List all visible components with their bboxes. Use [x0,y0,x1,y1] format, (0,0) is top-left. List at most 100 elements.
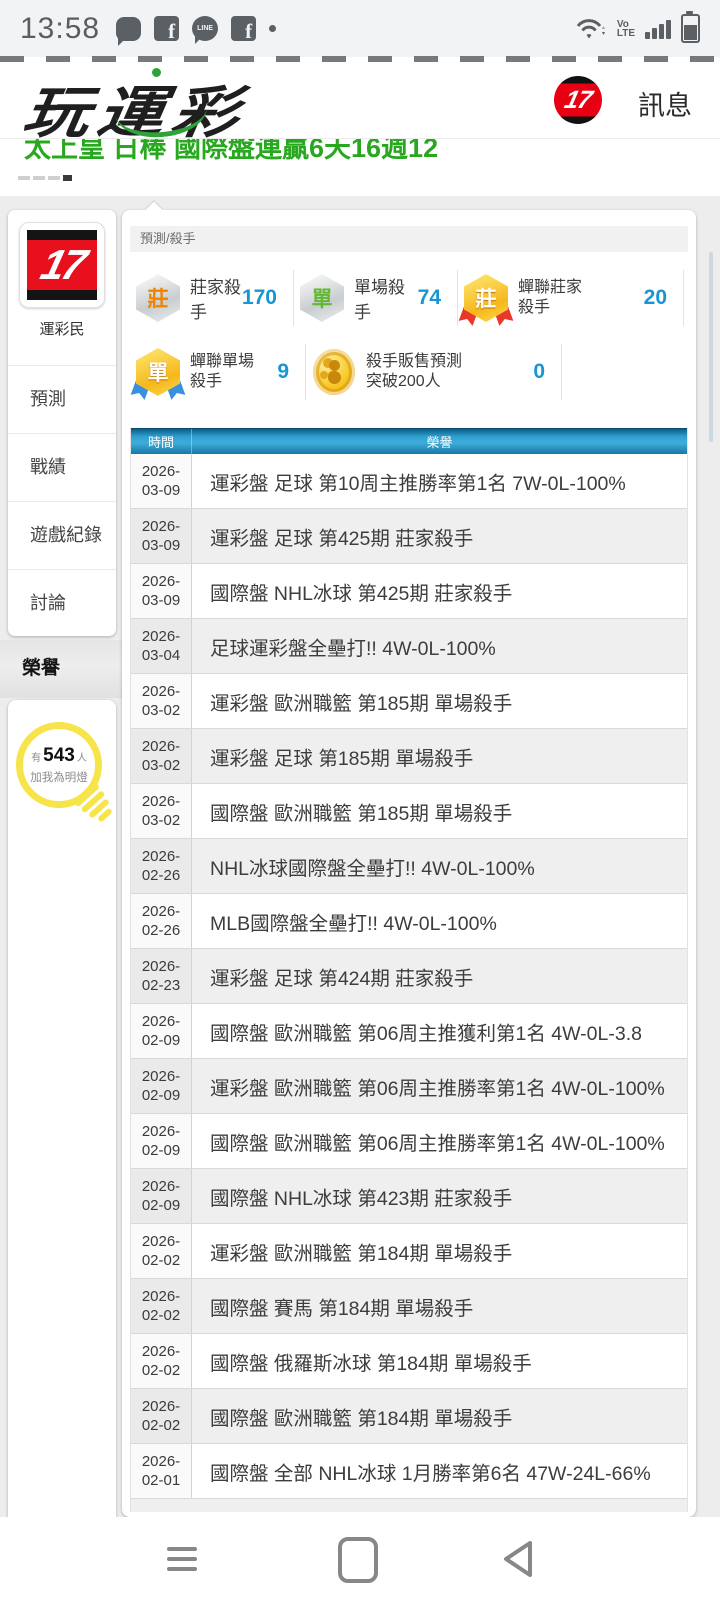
avatar-17-logo-icon: 17 [27,230,97,300]
table-row[interactable]: 2026- 02-09 國際盤 歐洲職籃 第06周主推獲利第1名 4W-0L-3.… [131,1004,687,1059]
row-date: 2026- 02-01 [131,1444,192,1498]
coin-person-front-icon [329,360,340,371]
notification-icons [116,16,277,46]
honor-badge[interactable]: 莊 蟬聯莊家 殺手 20 [458,270,684,326]
table-row[interactable]: 2026- 02-09 運彩盤 歐洲職籃 第06周主推勝率第1名 4W-0L-10… [131,1059,687,1114]
avatar[interactable]: 17 [19,222,105,308]
row-date: 2026- 03-02 [131,784,192,838]
badge-medal-icon: 莊 [462,272,510,324]
table-row[interactable]: 2026- 02-02 國際盤 俄羅斯冰球 第184期 單場殺手 [131,1334,687,1389]
messages-link[interactable]: 訊息 [638,91,692,121]
table-row[interactable]: 2026- 03-04 足球運彩盤全壘打!! 4W-0L-100% [131,619,687,674]
column-header-honor: 榮譽 [426,435,453,450]
table-row[interactable]: 2026- 02-09 國際盤 歐洲職籃 第06周主推勝率第1名 4W-0L-10… [131,1114,687,1169]
honor-table: 時間 榮譽 2026- 03-09 運彩盤 足球 第10周主推勝率第1名 7W-0… [130,428,688,1512]
row-date: 2026- 03-09 [131,454,192,508]
table-row[interactable]: 2026- 02-02 國際盤 歐洲職籃 第184期 單場殺手 [131,1389,687,1444]
table-row[interactable]: 2026- 02-01 國際盤 全部 NHL冰球 1月勝率第6名 47W-24L-… [131,1444,687,1499]
row-date: 2026- 03-09 [131,509,192,563]
facebook-icon [231,16,257,41]
table-row[interactable]: 2026- 03-09 運彩盤 足球 第425期 莊家殺手 [131,509,687,564]
table-row[interactable]: 2026- 02-02 國際盤 賽馬 第184期 單場殺手 [131,1279,687,1334]
carousel-indicators [18,175,72,181]
clipped-marquee-band [0,56,720,62]
headline-link[interactable]: 太上皇 日棒 國際盤連贏6天16週12 [24,138,439,163]
row-honor-text: 運彩盤 歐洲職籃 第184期 單場殺手 [210,1242,513,1265]
clock: 13:58 [20,11,101,45]
sidebar-item[interactable]: 遊戲紀錄 [8,501,116,569]
sidebar-item[interactable]: 預測 [8,365,116,433]
site-logo[interactable]: 玩運彩 [19,81,251,144]
line-icon [192,16,219,44]
row-date: 2026- 03-02 [131,729,192,783]
beacon-card: 有 543 人 加我為明燈 [8,700,116,1517]
wifi-icon [576,18,605,38]
honor-badge[interactable]: 單 蟬聯單場 殺手 9 [130,344,306,400]
row-honor-text: 國際盤 俄羅斯冰球 第184期 單場殺手 [210,1352,532,1375]
row-honor-text: 國際盤 NHL冰球 第423期 莊家殺手 [210,1187,513,1210]
table-row[interactable]: 2026- 03-02 運彩盤 歐洲職籃 第185期 單場殺手 [131,674,687,729]
honor-badge[interactable]: 單 單場殺手 74 [294,270,458,326]
recent-apps-icon[interactable] [167,1547,197,1577]
row-date: 2026- 02-02 [131,1279,192,1333]
row-date: 2026- 02-09 [131,1169,192,1223]
panel-notch [145,201,163,219]
badge-count: 0 [533,360,545,383]
beacon-suffix: 人 [76,753,87,764]
table-row[interactable]: 2026- 03-09 國際盤 NHL冰球 第425期 莊家殺手 [131,564,687,619]
table-row[interactable]: 2026- 02-02 運彩盤 歐洲職籃 第184期 單場殺手 [131,1224,687,1279]
sidebar-item[interactable]: 戰績 [8,433,116,501]
carousel-dot-active [63,175,72,181]
table-row[interactable]: 2026- 02-26 NHL冰球國際盤全壘打!! 4W-0L-100% [131,839,687,894]
row-honor-text: 運彩盤 歐洲職籃 第185期 單場殺手 [210,692,513,715]
row-honor-text: 運彩盤 足球 第185期 單場殺手 [210,747,474,770]
badge-label: 單場殺手 [354,278,405,322]
row-honor-text: 國際盤 全部 NHL冰球 1月勝率第6名 47W-24L-66% [210,1462,651,1485]
table-row[interactable]: 2026- 02-26 MLB國際盤全壘打!! 4W-0L-100% [131,894,687,949]
signal-strength-icon [645,19,671,39]
badge-count: 74 [417,286,441,309]
row-date: 2026- 03-09 [131,564,192,618]
honor-badge[interactable]: 殺手販售預測 突破200人 0 [306,344,562,400]
row-date: 2026- 02-02 [131,1334,192,1388]
home-icon[interactable] [338,1537,378,1583]
coin-person-back-icon [323,358,333,368]
badge-row-1: 莊 莊家殺手 170 單 單場殺手 74 莊 蟬聯莊家 殺手 20 [130,266,688,330]
column-header-time: 時間 [131,429,192,454]
scrollbar-thumb[interactable] [709,252,713,442]
table-header: 時間 榮譽 [131,428,687,454]
row-honor-text: NHL冰球國際盤全壘打!! 4W-0L-100% [210,857,535,880]
table-body: 2026- 03-09 運彩盤 足球 第10周主推勝率第1名 7W-0L-100%… [131,454,687,1499]
table-row[interactable]: 2026- 03-02 運彩盤 足球 第185期 單場殺手 [131,729,687,784]
username: 運彩民 [39,321,85,338]
table-row[interactable]: 2026- 02-09 國際盤 NHL冰球 第423期 莊家殺手 [131,1169,687,1224]
badge-label: 莊家殺手 [190,278,241,322]
back-icon[interactable] [500,1540,536,1578]
logo-dot-icon [152,68,161,77]
hex-medal-icon: 單 [300,274,344,322]
badge-label: 蟬聯莊家 殺手 [518,279,583,316]
table-row[interactable]: 2026- 03-02 國際盤 歐洲職籃 第185期 單場殺手 [131,784,687,839]
row-date: 2026- 02-26 [131,894,192,948]
badge-medal-icon: 莊 [134,272,182,324]
honor-badge[interactable]: 莊 莊家殺手 170 [130,270,294,326]
row-date: 2026- 03-04 [131,619,192,673]
row-honor-text: 運彩盤 歐洲職籃 第06周主推勝率第1名 4W-0L-100% [210,1077,665,1100]
badge-count: 170 [241,286,277,309]
headline-banner: 太上皇 日棒 國際盤連贏6天16週12 [0,138,720,196]
notification-dot-icon [269,25,277,32]
carousel-dot [18,176,30,180]
profile-sidebar: 17 運彩民 預測 戰績 遊戲紀錄 討論 [8,210,116,636]
table-row[interactable]: 2026- 02-23 運彩盤 足球 第424期 莊家殺手 [131,949,687,1004]
facebook-icon [154,16,180,41]
sidebar-item-honor-active[interactable]: 榮譽 [0,640,138,698]
table-row[interactable]: 2026- 03-09 運彩盤 足球 第10周主推勝率第1名 7W-0L-100% [131,454,687,509]
user-17-badge-icon[interactable]: 17 [554,76,602,124]
row-honor-text: 足球運彩盤全壘打!! 4W-0L-100% [210,637,496,660]
row-date: 2026- 02-02 [131,1224,192,1278]
row-date: 2026- 02-09 [131,1114,192,1168]
carousel-dot [33,176,45,180]
beacon-lightbulb[interactable]: 有 543 人 加我為明燈 [14,716,113,848]
sidebar-item[interactable]: 討論 [8,569,116,637]
